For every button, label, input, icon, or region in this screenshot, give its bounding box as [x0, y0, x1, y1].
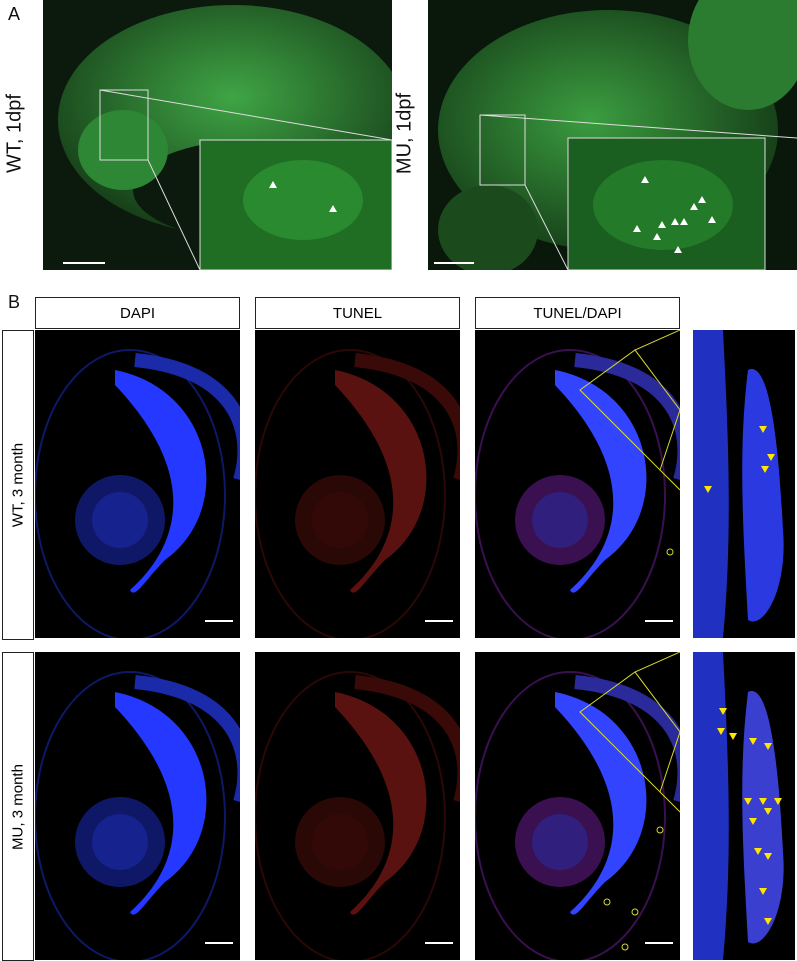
arrowhead-marker [761, 466, 769, 473]
wt-1dpf-label: WT, 1dpf [3, 94, 26, 173]
dapi-mu-image [35, 652, 240, 960]
scale-bar [434, 262, 474, 264]
scale-bar [425, 620, 453, 622]
merge-mu-image [475, 652, 680, 960]
column-header-tunel: TUNEL [255, 297, 460, 329]
tunel-mu-image [255, 652, 460, 960]
panel-b-letter: B [8, 292, 21, 312]
scale-bar [645, 620, 673, 622]
dapi-wt-image [35, 330, 240, 638]
arrowhead-marker [764, 918, 772, 925]
arrowhead-marker [749, 818, 757, 825]
arrowhead-marker [744, 798, 752, 805]
mu-1dpf-label: MU, 1dpf [393, 92, 416, 175]
zoom-mu-image [693, 652, 795, 960]
arrowhead-marker [704, 486, 712, 493]
arrowhead-marker [764, 743, 772, 750]
scale-bar [205, 620, 233, 622]
arrowhead-marker [767, 454, 775, 461]
arrowhead-marker [764, 808, 772, 815]
scale-bar [645, 942, 673, 944]
merge-wt-image [475, 330, 680, 638]
scale-bar [425, 942, 453, 944]
arrowhead-marker [759, 888, 767, 895]
arrowhead-marker [759, 426, 767, 433]
wt-1dpf-image [43, 0, 392, 270]
tunel-wt-image [255, 330, 460, 638]
mu-1dpf-image [428, 0, 797, 270]
scale-bar [63, 262, 105, 264]
column-header-dapi: DAPI [35, 297, 240, 329]
arrowhead-marker [729, 733, 737, 740]
arrowhead-marker [717, 728, 725, 735]
arrowhead-marker [764, 853, 772, 860]
arrowhead-marker [749, 738, 757, 745]
arrowhead-marker [774, 798, 782, 805]
scale-bar [205, 942, 233, 944]
row-label-wt: WT, 3 month [2, 330, 34, 640]
zoom-wt-image [693, 330, 795, 638]
arrowhead-marker [719, 708, 727, 715]
column-header-tunel-dapi: TUNEL/DAPI [475, 297, 680, 329]
arrowhead-marker [759, 798, 767, 805]
panel-a-letter: A [8, 4, 21, 24]
arrowhead-marker [754, 848, 762, 855]
row-label-mu: MU, 3 month [2, 652, 34, 961]
